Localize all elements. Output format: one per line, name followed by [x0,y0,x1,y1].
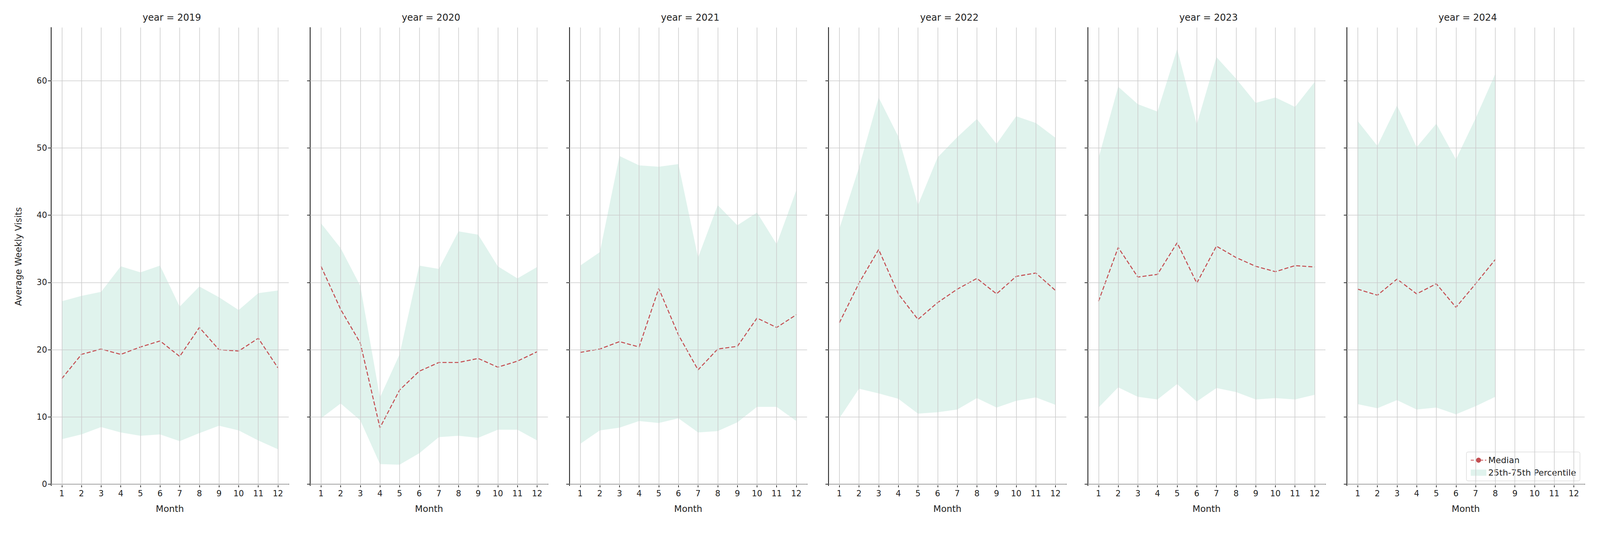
svg-text:3: 3 [98,489,104,499]
svg-text:8: 8 [1233,489,1239,499]
svg-text:11: 11 [512,489,523,499]
svg-text:1: 1 [318,489,324,499]
svg-text:12: 12 [1568,489,1580,499]
svg-text:6: 6 [416,489,422,499]
svg-text:8: 8 [974,489,980,499]
svg-text:50: 50 [36,143,48,153]
svg-text:7: 7 [1213,489,1219,499]
svg-text:1: 1 [836,489,842,499]
svg-text:2: 2 [597,489,603,499]
svg-text:4: 4 [1154,489,1160,499]
svg-text:6: 6 [675,489,681,499]
svg-text:5: 5 [656,489,662,499]
svg-text:5: 5 [1174,489,1180,499]
svg-text:Month: Month [155,503,184,515]
svg-text:5: 5 [137,489,143,499]
svg-text:5: 5 [396,489,402,499]
svg-text:10: 10 [1010,489,1022,499]
svg-text:year = 2022: year = 2022 [919,12,979,24]
svg-text:0: 0 [41,479,47,490]
svg-text:9: 9 [734,489,740,499]
svg-text:7: 7 [695,489,701,499]
svg-text:8: 8 [1492,489,1498,499]
svg-text:6: 6 [1453,489,1459,499]
svg-text:10: 10 [233,489,245,499]
svg-text:40: 40 [36,210,48,220]
svg-text:12: 12 [791,489,802,499]
svg-text:11: 11 [1289,489,1301,499]
svg-text:10: 10 [1270,489,1281,499]
svg-text:6: 6 [935,489,941,499]
svg-text:9: 9 [216,489,222,499]
svg-text:9: 9 [1512,489,1518,499]
svg-text:Month: Month [1192,503,1221,515]
svg-text:2: 2 [1115,489,1121,499]
svg-text:8: 8 [196,489,202,499]
svg-text:6: 6 [157,489,163,499]
svg-text:9: 9 [993,489,999,499]
svg-text:4: 4 [117,489,124,499]
svg-text:5: 5 [1433,489,1439,499]
svg-text:25th-75th Percentile: 25th-75th Percentile [1488,467,1577,478]
svg-text:7: 7 [954,489,960,499]
svg-text:4: 4 [1414,489,1420,499]
svg-text:year = 2021: year = 2021 [660,12,720,24]
svg-text:Month: Month [674,503,703,515]
svg-text:11: 11 [1030,489,1042,499]
svg-text:year = 2023: year = 2023 [1179,12,1238,24]
svg-text:8: 8 [455,489,461,499]
svg-text:3: 3 [357,489,363,499]
svg-text:4: 4 [895,489,901,499]
svg-text:5: 5 [915,489,921,499]
svg-text:1: 1 [1355,489,1361,499]
svg-text:3: 3 [616,489,622,499]
svg-text:7: 7 [436,489,442,499]
svg-text:1: 1 [577,489,583,499]
svg-text:11: 11 [1548,489,1560,499]
svg-text:9: 9 [475,489,481,499]
svg-text:12: 12 [532,489,543,499]
svg-text:1: 1 [1096,489,1102,499]
svg-text:12: 12 [1309,489,1320,499]
svg-text:3: 3 [1394,489,1400,499]
svg-text:30: 30 [36,277,48,288]
svg-text:11: 11 [253,489,264,499]
svg-text:10: 10 [1529,489,1540,499]
svg-text:4: 4 [377,489,383,499]
svg-text:9: 9 [1253,489,1259,499]
svg-text:Month: Month [933,503,962,515]
svg-text:2: 2 [337,489,343,499]
svg-text:3: 3 [1135,489,1141,499]
svg-text:Median: Median [1488,455,1520,466]
svg-text:60: 60 [36,76,48,86]
svg-text:3: 3 [876,489,882,499]
svg-text:2: 2 [856,489,862,499]
svg-text:1: 1 [59,489,65,499]
svg-text:7: 7 [176,489,183,499]
svg-text:Average Weekly Visits: Average Weekly Visits [13,207,24,306]
svg-text:8: 8 [715,489,721,499]
svg-text:Month: Month [1451,503,1480,515]
svg-text:10: 10 [492,489,504,499]
svg-text:Month: Month [414,503,443,515]
svg-text:year = 2019: year = 2019 [142,12,202,24]
svg-text:4: 4 [636,489,642,499]
svg-text:10: 10 [751,489,763,499]
svg-text:6: 6 [1194,489,1200,499]
svg-text:12: 12 [1050,489,1061,499]
svg-text:7: 7 [1473,489,1479,499]
svg-text:year = 2020: year = 2020 [401,12,461,24]
svg-text:year = 2024: year = 2024 [1438,12,1497,24]
svg-text:2: 2 [78,489,84,499]
svg-text:20: 20 [36,345,48,355]
svg-text:10: 10 [36,412,48,422]
svg-text:11: 11 [771,489,783,499]
svg-text:12: 12 [272,489,284,499]
svg-text:2: 2 [1374,489,1380,499]
